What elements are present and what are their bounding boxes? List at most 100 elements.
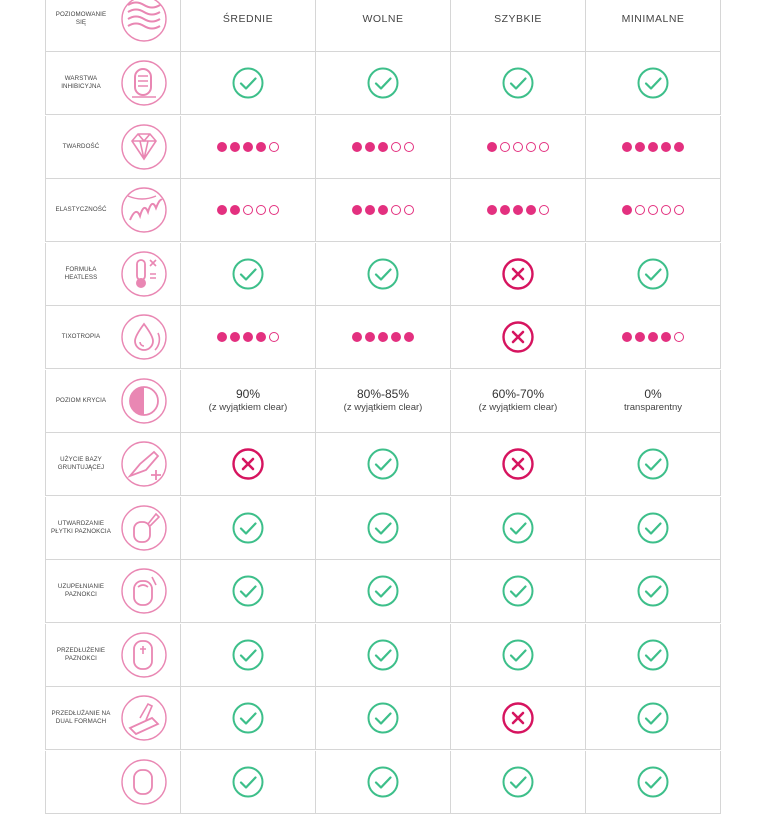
table-row: UŻYCIE BAZY GRUNTUJĄCEJ — [45, 433, 722, 496]
cross-icon — [231, 447, 265, 481]
table-row — [45, 750, 722, 814]
check-icon — [366, 511, 400, 545]
table-row: ELASTYCZNOŚĆ — [45, 179, 722, 242]
value-cell — [451, 750, 586, 814]
rating-dot-filled — [352, 141, 362, 152]
check-icon — [231, 66, 265, 100]
row-label-cell — [45, 750, 181, 814]
dual-form-icon — [118, 692, 170, 744]
value-cell — [181, 496, 316, 560]
rating-dots — [352, 332, 414, 342]
row-label-cell: TWARDOŚĆ — [45, 115, 181, 179]
row-label-cell: UZUPEŁNIANIE PAZNOKCI — [45, 560, 181, 623]
rating-dot-filled — [661, 141, 671, 152]
row-label-cell: POZIOM KRYCIA — [45, 369, 181, 433]
rating-dot-filled — [217, 205, 227, 215]
rating-dots — [217, 205, 279, 215]
rating-dot-filled — [230, 332, 240, 342]
rating-dot-filled — [230, 205, 240, 215]
check-icon — [231, 765, 265, 799]
value-cell — [586, 306, 721, 369]
column-header-label: SZYBKIE — [494, 13, 542, 25]
check-icon — [501, 638, 535, 672]
rating-dot-empty — [404, 205, 414, 215]
row-label-cell: TIXOTROPIA — [45, 306, 181, 369]
rating-dot-empty — [500, 141, 510, 152]
value-cell — [451, 560, 586, 623]
value-cell — [316, 115, 451, 179]
column-header: ŚREDNIE — [181, 0, 316, 52]
rating-dots — [622, 141, 684, 152]
value-cell — [586, 52, 721, 115]
check-icon — [366, 638, 400, 672]
value-cell — [586, 179, 721, 242]
nail-icon — [118, 756, 170, 808]
rating-dot-empty — [539, 141, 549, 152]
table-row: UZUPEŁNIANIE PAZNOKCI — [45, 560, 722, 623]
rating-dot-filled — [622, 332, 632, 342]
check-icon — [366, 66, 400, 100]
rating-dot-filled — [243, 332, 253, 342]
value-cell — [451, 242, 586, 306]
rating-dot-filled — [487, 141, 497, 152]
rating-dot-filled — [635, 332, 645, 342]
rating-dot-filled — [661, 332, 671, 342]
row-label: TWARDOŚĆ — [62, 142, 100, 150]
rating-dot-empty — [539, 205, 549, 215]
value-cell — [586, 433, 721, 496]
table-row: POZIOM KRYCIA 90% (z wyjątkiem clear) 80%-8… — [45, 369, 722, 433]
value-cell — [316, 687, 451, 750]
rating-dots — [622, 205, 684, 215]
value-cell — [316, 496, 451, 560]
value-cell: 90% (z wyjątkiem clear) — [181, 369, 316, 433]
rating-dots — [217, 332, 279, 342]
coverage-note: transparentny — [623, 401, 683, 413]
value-cell — [316, 306, 451, 369]
cross-icon — [501, 257, 535, 291]
row-label-cell: UTWARDZANIE PŁYTKI PAZNOKCIA — [45, 496, 181, 560]
rating-dot-filled — [404, 332, 414, 342]
row-label-cell: UŻYCIE BAZY GRUNTUJĄCEJ — [45, 433, 181, 496]
cross-icon — [501, 320, 535, 354]
rating-dot-filled — [513, 205, 523, 215]
value-cell — [586, 115, 721, 179]
rating-dot-empty — [269, 332, 279, 342]
value-cell — [451, 623, 586, 687]
thermometer-icon — [118, 248, 170, 300]
check-icon — [636, 447, 670, 481]
rating-dot-filled — [217, 141, 227, 152]
rating-dot-filled — [243, 141, 253, 152]
value-cell — [451, 115, 586, 179]
rating-dot-filled — [378, 332, 388, 342]
table-row: WARSTWA INHIBICYJNA — [45, 52, 722, 115]
rating-dot-empty — [674, 332, 684, 342]
rating-dot-filled — [500, 205, 510, 215]
check-icon — [501, 511, 535, 545]
coverage-percent: 60%-70% — [491, 386, 545, 401]
value-cell: 80%-85% (z wyjątkiem clear) — [316, 369, 451, 433]
inhibition-layer-icon — [118, 57, 170, 109]
table-row: UTWARDZANIE PŁYTKI PAZNOKCIA — [45, 496, 722, 560]
value-cell — [586, 560, 721, 623]
rating-dots — [352, 205, 414, 215]
value-cell — [316, 560, 451, 623]
value-cell — [451, 306, 586, 369]
value-cell — [181, 52, 316, 115]
coverage-note: (z wyjątkiem clear) — [478, 401, 558, 413]
rating-dot-empty — [513, 141, 523, 152]
check-icon — [636, 638, 670, 672]
value-cell — [181, 623, 316, 687]
drop-cycle-icon — [118, 311, 170, 363]
rating-dot-filled — [217, 332, 227, 342]
column-header-label: WOLNE — [362, 13, 404, 25]
row-label: ELASTYCZNOŚĆ — [55, 206, 107, 213]
table-row: PRZEDŁUŻENIE PAZNOKCI — [45, 623, 722, 687]
rating-dot-filled — [365, 141, 375, 152]
value-cell — [586, 242, 721, 306]
value-cell — [586, 750, 721, 814]
value-cell: 0% transparentny — [586, 369, 721, 433]
value-cell — [586, 496, 721, 560]
value-cell — [181, 560, 316, 623]
rating-dot-filled — [526, 205, 536, 215]
check-icon — [231, 701, 265, 735]
